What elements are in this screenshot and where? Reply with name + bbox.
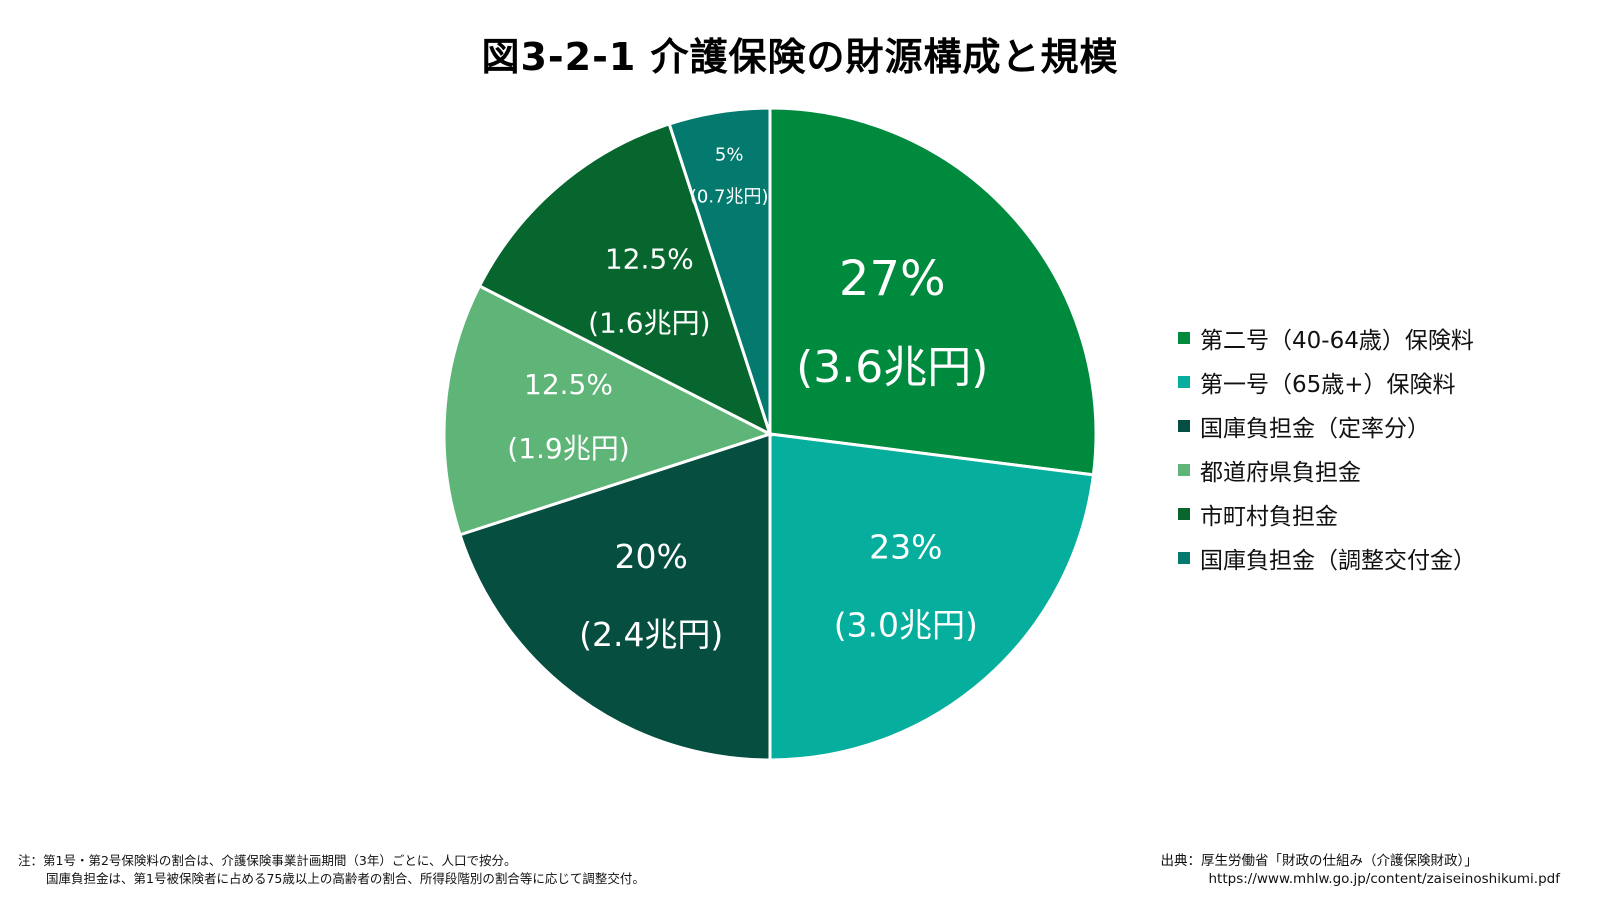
- slice-amount-label: (3.0兆円): [834, 606, 978, 645]
- legend-label: 第二号（40-64歳）保険料: [1200, 328, 1474, 354]
- slice-percent-label: 12.5%: [524, 368, 613, 401]
- source-url: https://www.mhlw.go.jp/content/zaiseinos…: [1208, 871, 1560, 887]
- legend-item: 市町村負担金: [1178, 492, 1476, 536]
- legend-item: 国庫負担金（定率分）: [1178, 404, 1476, 448]
- pie-slice: [667, 106, 772, 435]
- slice-amount-label: (0.7兆円): [690, 186, 769, 207]
- footnote: 注：第1号・第2号保険料の割合は、介護保険事業計画期間（3年）ごとに、人口で按分…: [18, 852, 645, 888]
- legend-label: 国庫負担金（調整交付金）: [1200, 548, 1476, 574]
- pie-slice: [477, 122, 773, 437]
- chart-title: 図3-2-1 介護保険の財源構成と規模: [481, 35, 1119, 79]
- legend-swatch: [1178, 332, 1190, 344]
- slice-percent-label: 20%: [615, 537, 688, 576]
- slice-percent-label: 23%: [869, 528, 942, 567]
- legend-label: 市町村負担金: [1200, 504, 1338, 530]
- pie-slice: [442, 283, 774, 537]
- pie-slice: [458, 431, 772, 762]
- slice-amount-label: (3.6兆円): [796, 342, 988, 393]
- legend-item: 国庫負担金（調整交付金）: [1178, 536, 1476, 580]
- legend-label: 都道府県負担金: [1200, 460, 1361, 486]
- slice-amount-label: (2.4兆円): [579, 615, 723, 654]
- slice-amount-label: (1.9兆円): [507, 432, 629, 465]
- slice-amount-label: (1.6兆円): [588, 307, 710, 340]
- source-line: 出典：厚生労働省「財政の仕組み（介護保険財政）」: [1160, 853, 1478, 869]
- legend-item: 都道府県負担金: [1178, 448, 1476, 492]
- pie-slice: [768, 106, 1098, 477]
- legend-label: 第一号（65歳+）保険料: [1200, 372, 1456, 398]
- slice-percent-label: 12.5%: [605, 243, 694, 276]
- footnote-line: 国庫負担金は、第1号被保険者に占める75歳以上の高齢者の割合、所得段階別の割合等…: [46, 871, 645, 886]
- legend: 第二号（40-64歳）保険料 第一号（65歳+）保険料 国庫負担金（定率分） 都…: [1178, 316, 1476, 580]
- legend-swatch: [1178, 464, 1190, 476]
- legend-swatch: [1178, 552, 1190, 564]
- legend-item: 第二号（40-64歳）保険料: [1178, 316, 1476, 360]
- pie-slice: [768, 432, 1096, 762]
- legend-swatch: [1178, 376, 1190, 388]
- source-note: 出典：厚生労働省「財政の仕組み（介護保険財政）」 https://www.mhl…: [1160, 852, 1560, 888]
- legend-swatch: [1178, 508, 1190, 520]
- slice-percent-label: 5%: [715, 144, 744, 165]
- legend-label: 国庫負担金（定率分）: [1200, 416, 1430, 442]
- footnote-line: 注：第1号・第2号保険料の割合は、介護保険事業計画期間（3年）ごとに、人口で按分…: [18, 853, 517, 868]
- legend-item: 第一号（65歳+）保険料: [1178, 360, 1476, 404]
- legend-swatch: [1178, 420, 1190, 432]
- slice-percent-label: 27%: [839, 251, 946, 307]
